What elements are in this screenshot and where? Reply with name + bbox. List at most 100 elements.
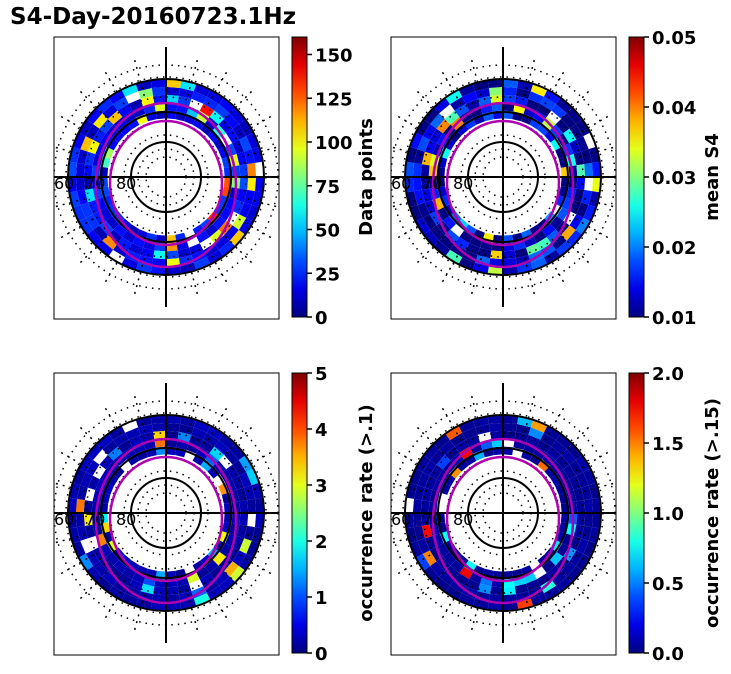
heatmap-bin (503, 86, 518, 96)
heatmap-bin (72, 204, 86, 222)
axes-frame (53, 372, 280, 656)
heatmap-bin (555, 454, 570, 470)
heatmap-bin (102, 104, 118, 119)
heatmap-bin (238, 217, 254, 235)
heatmap-bin (206, 249, 224, 265)
heatmap-bin (540, 243, 556, 258)
heatmap-bin (576, 500, 586, 513)
heatmap-bin (569, 460, 584, 476)
heatmap-bin (459, 230, 473, 244)
heatmap-bin (561, 113, 576, 129)
colorbar-tick-label: 0.5 (652, 574, 684, 595)
heatmap-bin (573, 188, 585, 203)
heatmap-bin (409, 540, 423, 558)
heatmap-bin (218, 97, 236, 114)
heatmap-bin (515, 423, 531, 435)
heatmap-bin (450, 579, 466, 594)
heatmap-bin (443, 473, 456, 487)
heatmap-bin (543, 425, 561, 441)
heatmap-bin (199, 439, 215, 453)
heatmap-bin (409, 204, 423, 222)
radial-tick-label: 80 (453, 510, 473, 529)
heatmap-bin (445, 585, 463, 601)
heatmap-bin (184, 113, 197, 125)
heatmap-bin (575, 119, 591, 137)
heatmap-bin (150, 79, 166, 88)
heatmap-bin (576, 513, 586, 526)
radial-tick-label: 60 (54, 510, 74, 529)
heatmap-bin (140, 247, 155, 259)
colorbar-tick-label: 1 (315, 588, 328, 609)
heatmap-bin (93, 113, 108, 129)
heatmap-bin (209, 446, 225, 461)
colorbar-tick-label: 125 (315, 89, 353, 110)
heatmap-bin (102, 440, 118, 455)
heatmap-bin (405, 161, 414, 177)
heatmap-bin (421, 151, 433, 166)
heatmap-bin (219, 543, 233, 557)
colorbar-tick-label: 0.0 (652, 644, 684, 665)
heatmap-bin (238, 119, 254, 137)
heatmap-bin (573, 487, 585, 502)
heatmap-bin (445, 249, 463, 265)
polar-plot-area (391, 47, 616, 307)
heatmap-bin (422, 124, 437, 140)
heatmap-bin (192, 453, 206, 466)
heatmap-bin (514, 247, 529, 259)
heatmap-bin (209, 110, 225, 125)
heatmap-bin (490, 586, 503, 596)
heatmap-bin (214, 571, 230, 586)
heatmap-bin (113, 243, 129, 258)
heatmap-bin (102, 235, 118, 250)
colorbar-tick-label: 50 (315, 221, 340, 242)
heatmap-bin (528, 427, 544, 440)
heatmap-bin (551, 104, 567, 119)
heatmap-bin (415, 119, 431, 137)
heatmap-bin (475, 87, 491, 99)
heatmap-bin (86, 107, 103, 125)
heatmap-bin (521, 449, 534, 461)
heatmap-bin (85, 124, 100, 140)
heatmap-bin (436, 543, 450, 557)
heatmap-bin (413, 189, 425, 205)
heatmap-bin (122, 230, 136, 244)
heatmap-bin (444, 446, 460, 461)
heatmap-bin (193, 83, 211, 97)
heatmap-bin (214, 440, 230, 455)
heatmap-bin (503, 94, 516, 104)
heatmap-bin (543, 249, 561, 265)
heatmap-bin (503, 79, 519, 88)
colorbar-tick-label: 2.0 (652, 364, 684, 385)
heatmap-bin (200, 459, 214, 472)
heatmap-bin (581, 485, 593, 501)
heatmap-bin (490, 94, 503, 104)
heatmap-bin (490, 430, 503, 440)
heatmap-bin (450, 432, 466, 447)
heatmap-bin (232, 214, 247, 230)
heatmap-bin (529, 453, 543, 466)
heatmap-bin (436, 207, 450, 221)
heatmap-bin (200, 123, 214, 136)
heatmap-bin (503, 430, 516, 440)
heatmap-bin (203, 96, 219, 111)
heatmap-bin (128, 434, 144, 447)
heatmap-bin (206, 425, 224, 441)
heatmap-bin (450, 96, 466, 111)
oval-outer (94, 437, 238, 605)
heatmap-bin (528, 91, 544, 104)
colorbar-tick-label: 3 (315, 476, 328, 497)
heatmap-bin (503, 586, 516, 596)
heatmap-bin (106, 473, 119, 487)
polar-plot-area (391, 383, 616, 643)
heatmap-bin (206, 585, 224, 601)
heatmap-bin (550, 216, 564, 230)
heatmap-bin (214, 235, 230, 250)
heatmap-bin (68, 177, 77, 193)
heatmap-bin (555, 146, 567, 159)
heatmap-bin (592, 513, 601, 529)
heatmap-bin (412, 177, 422, 192)
radial-tick-label: 80 (116, 174, 136, 193)
colorbar-tick-label: 5 (315, 364, 328, 385)
heatmap-bin (555, 118, 570, 134)
heatmap-bin (417, 472, 430, 488)
